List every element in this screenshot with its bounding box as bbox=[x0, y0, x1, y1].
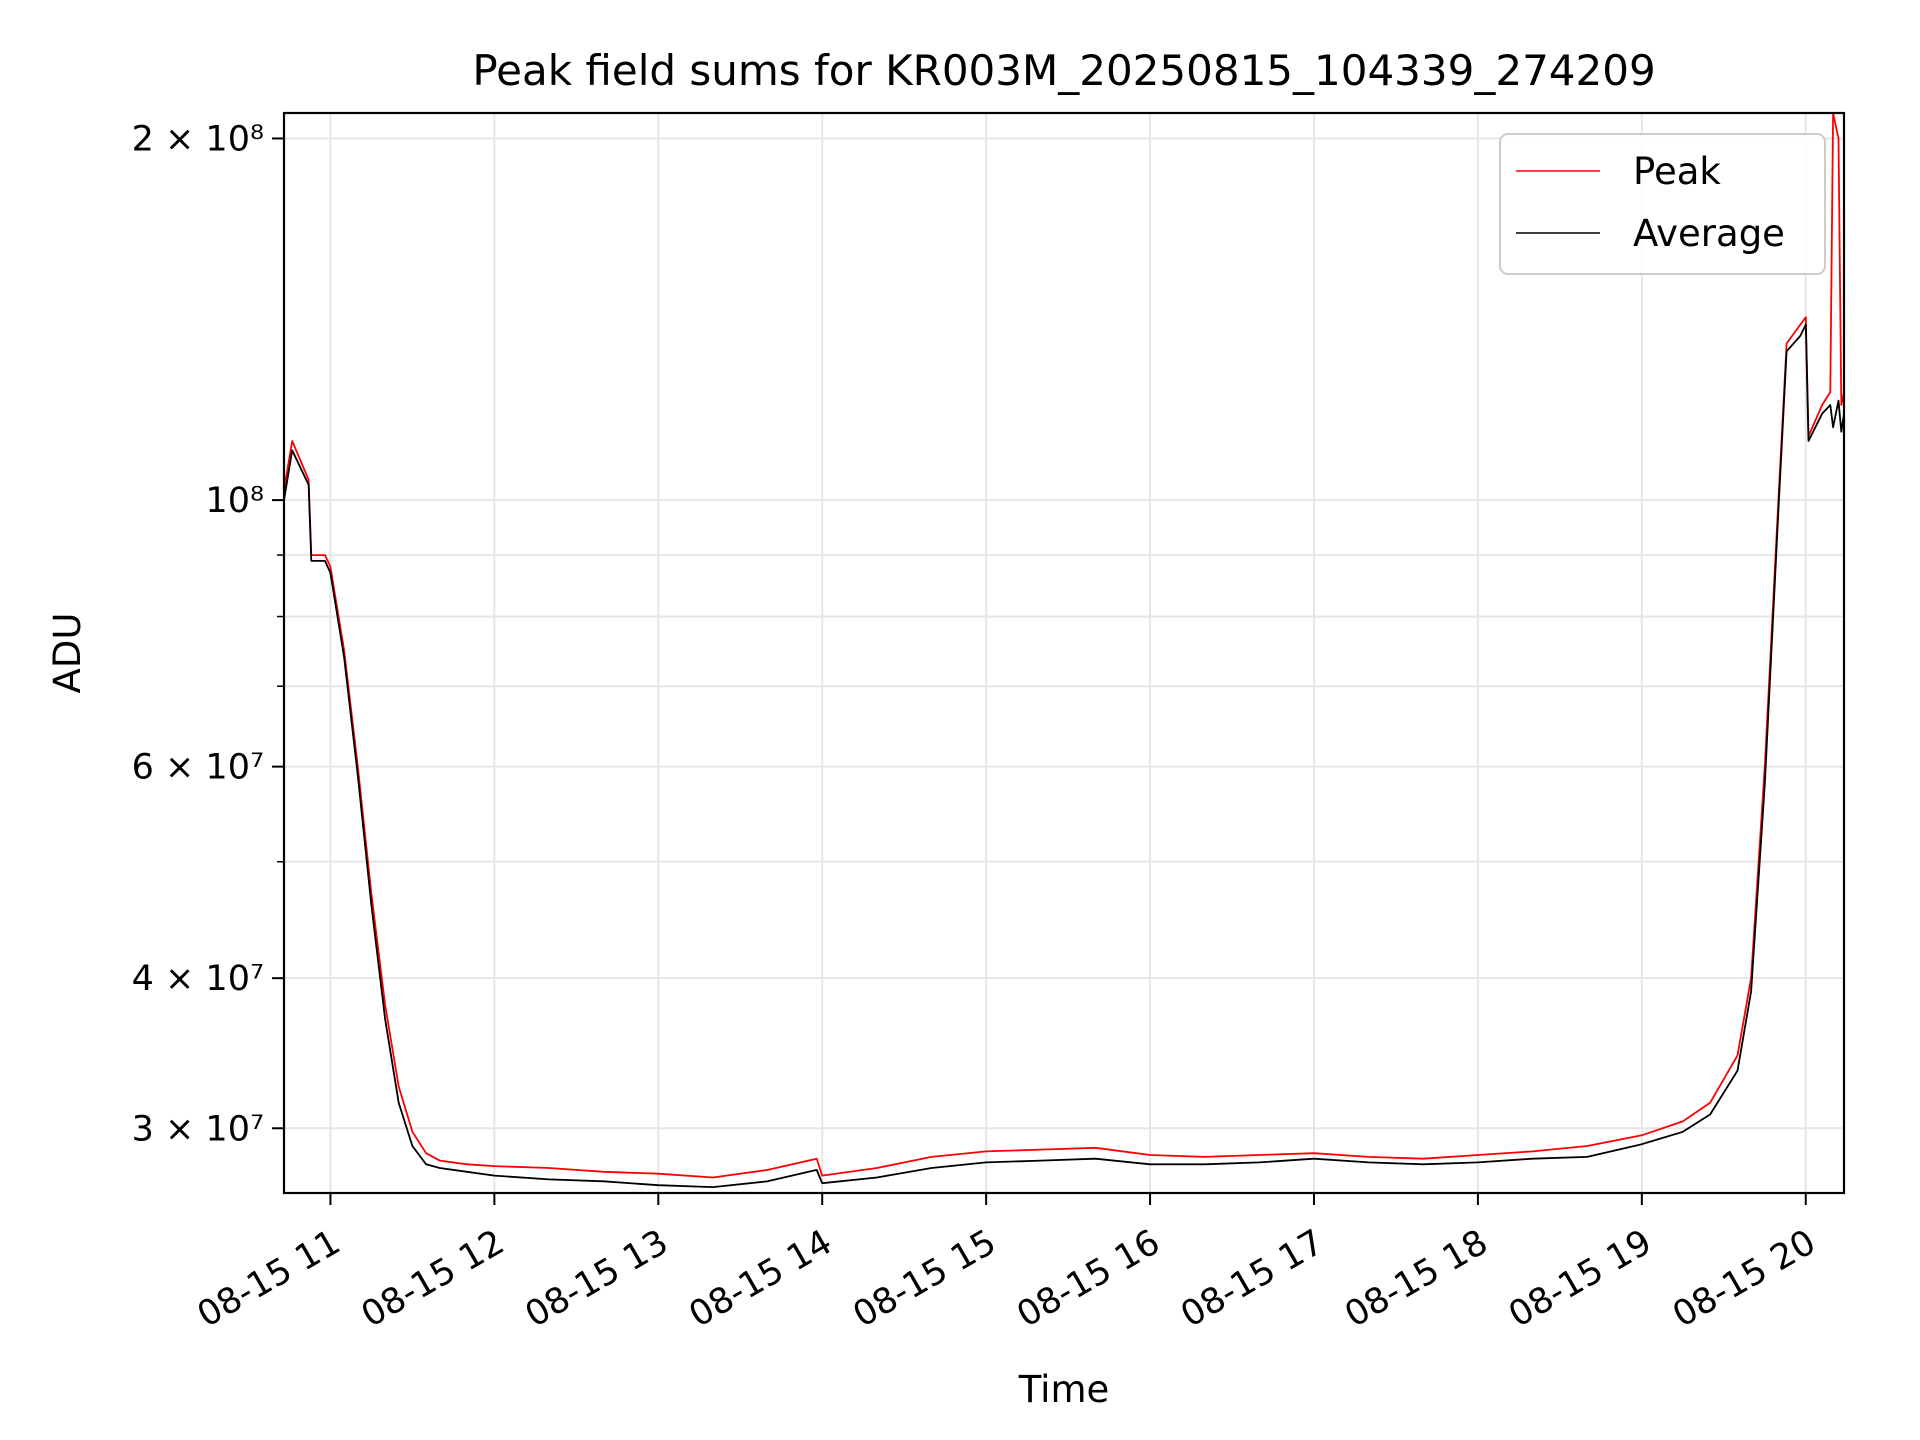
y-tick-label: 3 × 10⁷ bbox=[132, 1109, 264, 1149]
grid-lines bbox=[284, 113, 1844, 1193]
x-axis-label: Time bbox=[1018, 1368, 1110, 1411]
chart-title: Peak field sums for KR003M_20250815_1043… bbox=[472, 46, 1655, 95]
plot-frame bbox=[282, 111, 1846, 1195]
y-tick-label: 2 × 10⁸ bbox=[132, 119, 264, 159]
series-line-peak bbox=[284, 113, 1844, 1179]
series-lines bbox=[284, 113, 1844, 1188]
y-tick-label: 6 × 10⁷ bbox=[132, 748, 264, 788]
y-tick-label: 4 × 10⁷ bbox=[132, 959, 264, 999]
y-axis-label: ADU bbox=[46, 613, 89, 694]
y-tick-label: 10⁸ bbox=[205, 481, 264, 521]
legend-label-peak: Peak bbox=[1633, 150, 1721, 193]
legend-box bbox=[1499, 133, 1826, 275]
series-line-average bbox=[284, 323, 1844, 1188]
legend: Peak Average bbox=[1499, 133, 1826, 275]
legend-label-average: Average bbox=[1633, 212, 1785, 255]
